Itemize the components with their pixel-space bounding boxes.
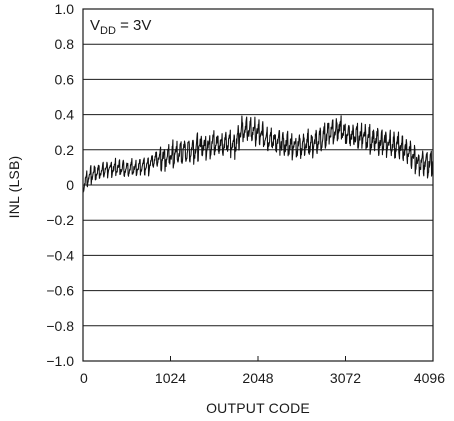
y-tick-label: 0.2	[55, 142, 75, 158]
annotation-vdd: VDD = 3V	[90, 17, 151, 37]
y-tick-label: −0.4	[46, 247, 74, 263]
x-tick-label: 3072	[330, 370, 361, 386]
y-tick-label: −0.6	[46, 283, 74, 299]
plot-frame	[82, 8, 434, 362]
y-tick-label: 0.6	[55, 71, 75, 87]
annotation-main: V	[90, 17, 100, 34]
y-tick-label: −0.2	[46, 212, 74, 228]
annotation-rest: = 3V	[116, 17, 151, 34]
x-tick-label: 1024	[155, 370, 186, 386]
y-tick-label: −1.0	[46, 353, 74, 369]
y-tick-label: 1.0	[55, 1, 75, 17]
annotation-subscript: DD	[100, 25, 116, 37]
series-group	[82, 115, 434, 194]
y-tick-label: 0.8	[55, 36, 75, 52]
x-axis-title: OUTPUT CODE	[206, 400, 310, 416]
x-tick-label: 2048	[242, 370, 273, 386]
x-tick-label: 4096	[414, 370, 445, 386]
y-tick-label: −0.8	[46, 318, 74, 334]
y-tick-label: 0	[66, 177, 74, 193]
inl-series-line	[82, 115, 434, 194]
y-tick-label: 0.4	[55, 107, 75, 123]
x-tick-label: 0	[80, 370, 88, 386]
x-tick-labels: 0 1024 2048 3072 4096	[80, 370, 445, 386]
y-tick-labels: 1.0 0.8 0.6 0.4 0.2 0 −0.2 −0.4 −0.6 −0.8 −1.0	[46, 1, 74, 369]
y-axis-title: INL (LSB)	[6, 156, 22, 219]
